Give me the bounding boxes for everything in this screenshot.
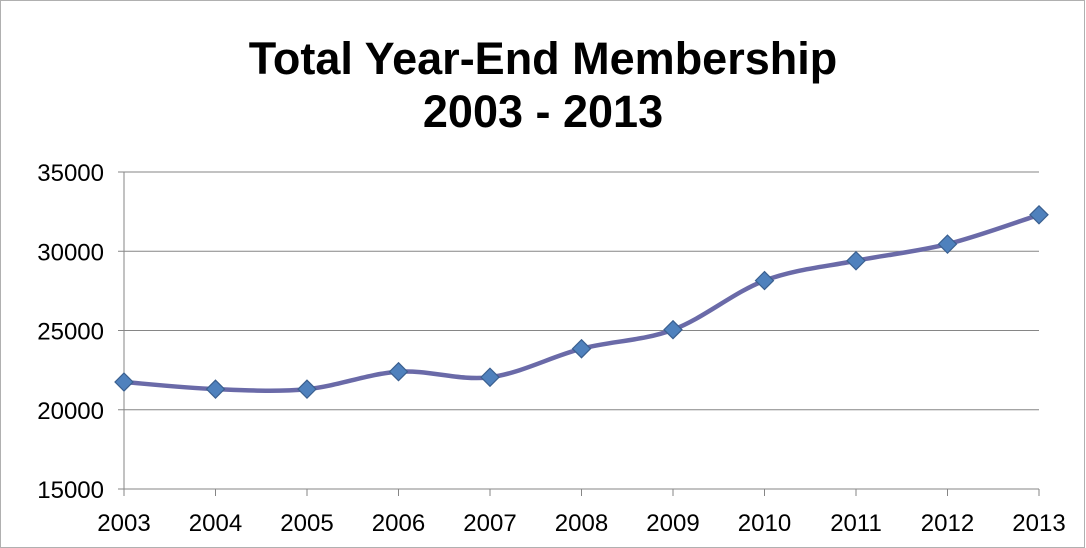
data-point-2004 <box>205 379 226 399</box>
x-tick-label: 2004 <box>189 510 242 537</box>
data-point-2005 <box>297 379 317 399</box>
data-point-2006 <box>388 361 409 382</box>
x-tick-label: 2006 <box>372 510 425 537</box>
y-tick-label: 30000 <box>37 239 104 266</box>
data-point-2012 <box>937 234 958 254</box>
data-point-2007 <box>480 367 500 388</box>
chart-title: Total Year-End Membership 2003 - 2013 <box>0 32 1086 138</box>
y-tick-label: 20000 <box>37 398 104 425</box>
data-point-2010 <box>754 270 775 291</box>
x-tick-label: 2005 <box>280 510 333 537</box>
y-tick-label: 25000 <box>37 319 104 346</box>
x-tick-label: 2013 <box>1012 510 1065 537</box>
data-point-2013 <box>1029 204 1049 225</box>
x-tick-label: 2009 <box>646 510 699 537</box>
x-tick-label: 2008 <box>555 510 608 537</box>
data-point-2011 <box>846 250 866 271</box>
markers <box>114 204 1049 399</box>
y-tick-label: 15000 <box>37 477 104 504</box>
x-tick-label: 2011 <box>830 510 882 537</box>
data-point-2003 <box>114 372 134 392</box>
x-tick-label: 2007 <box>463 510 516 537</box>
x-tick-label: 2003 <box>97 510 150 537</box>
gridlines <box>124 171 1039 411</box>
x-tick-labels: 2003 2004 2005 2006 2007 2008 2009 2010 2011 2012… <box>97 510 1065 537</box>
y-tick-label: 35000 <box>37 160 104 187</box>
x-tick-label: 2012 <box>921 510 974 537</box>
series-line <box>121 212 1042 393</box>
axes <box>118 171 1040 496</box>
series-layer <box>121 212 1042 393</box>
chart-title-line-2: 2003 - 2013 <box>422 86 664 137</box>
chart-title-line-1: Total Year-End Membership <box>248 33 838 84</box>
y-tick-labels: 15000 20000 25000 30000 35000 <box>37 160 104 504</box>
data-point-2008 <box>571 338 592 359</box>
data-point-2009 <box>663 319 683 340</box>
x-tick-label: 2010 <box>738 510 791 537</box>
